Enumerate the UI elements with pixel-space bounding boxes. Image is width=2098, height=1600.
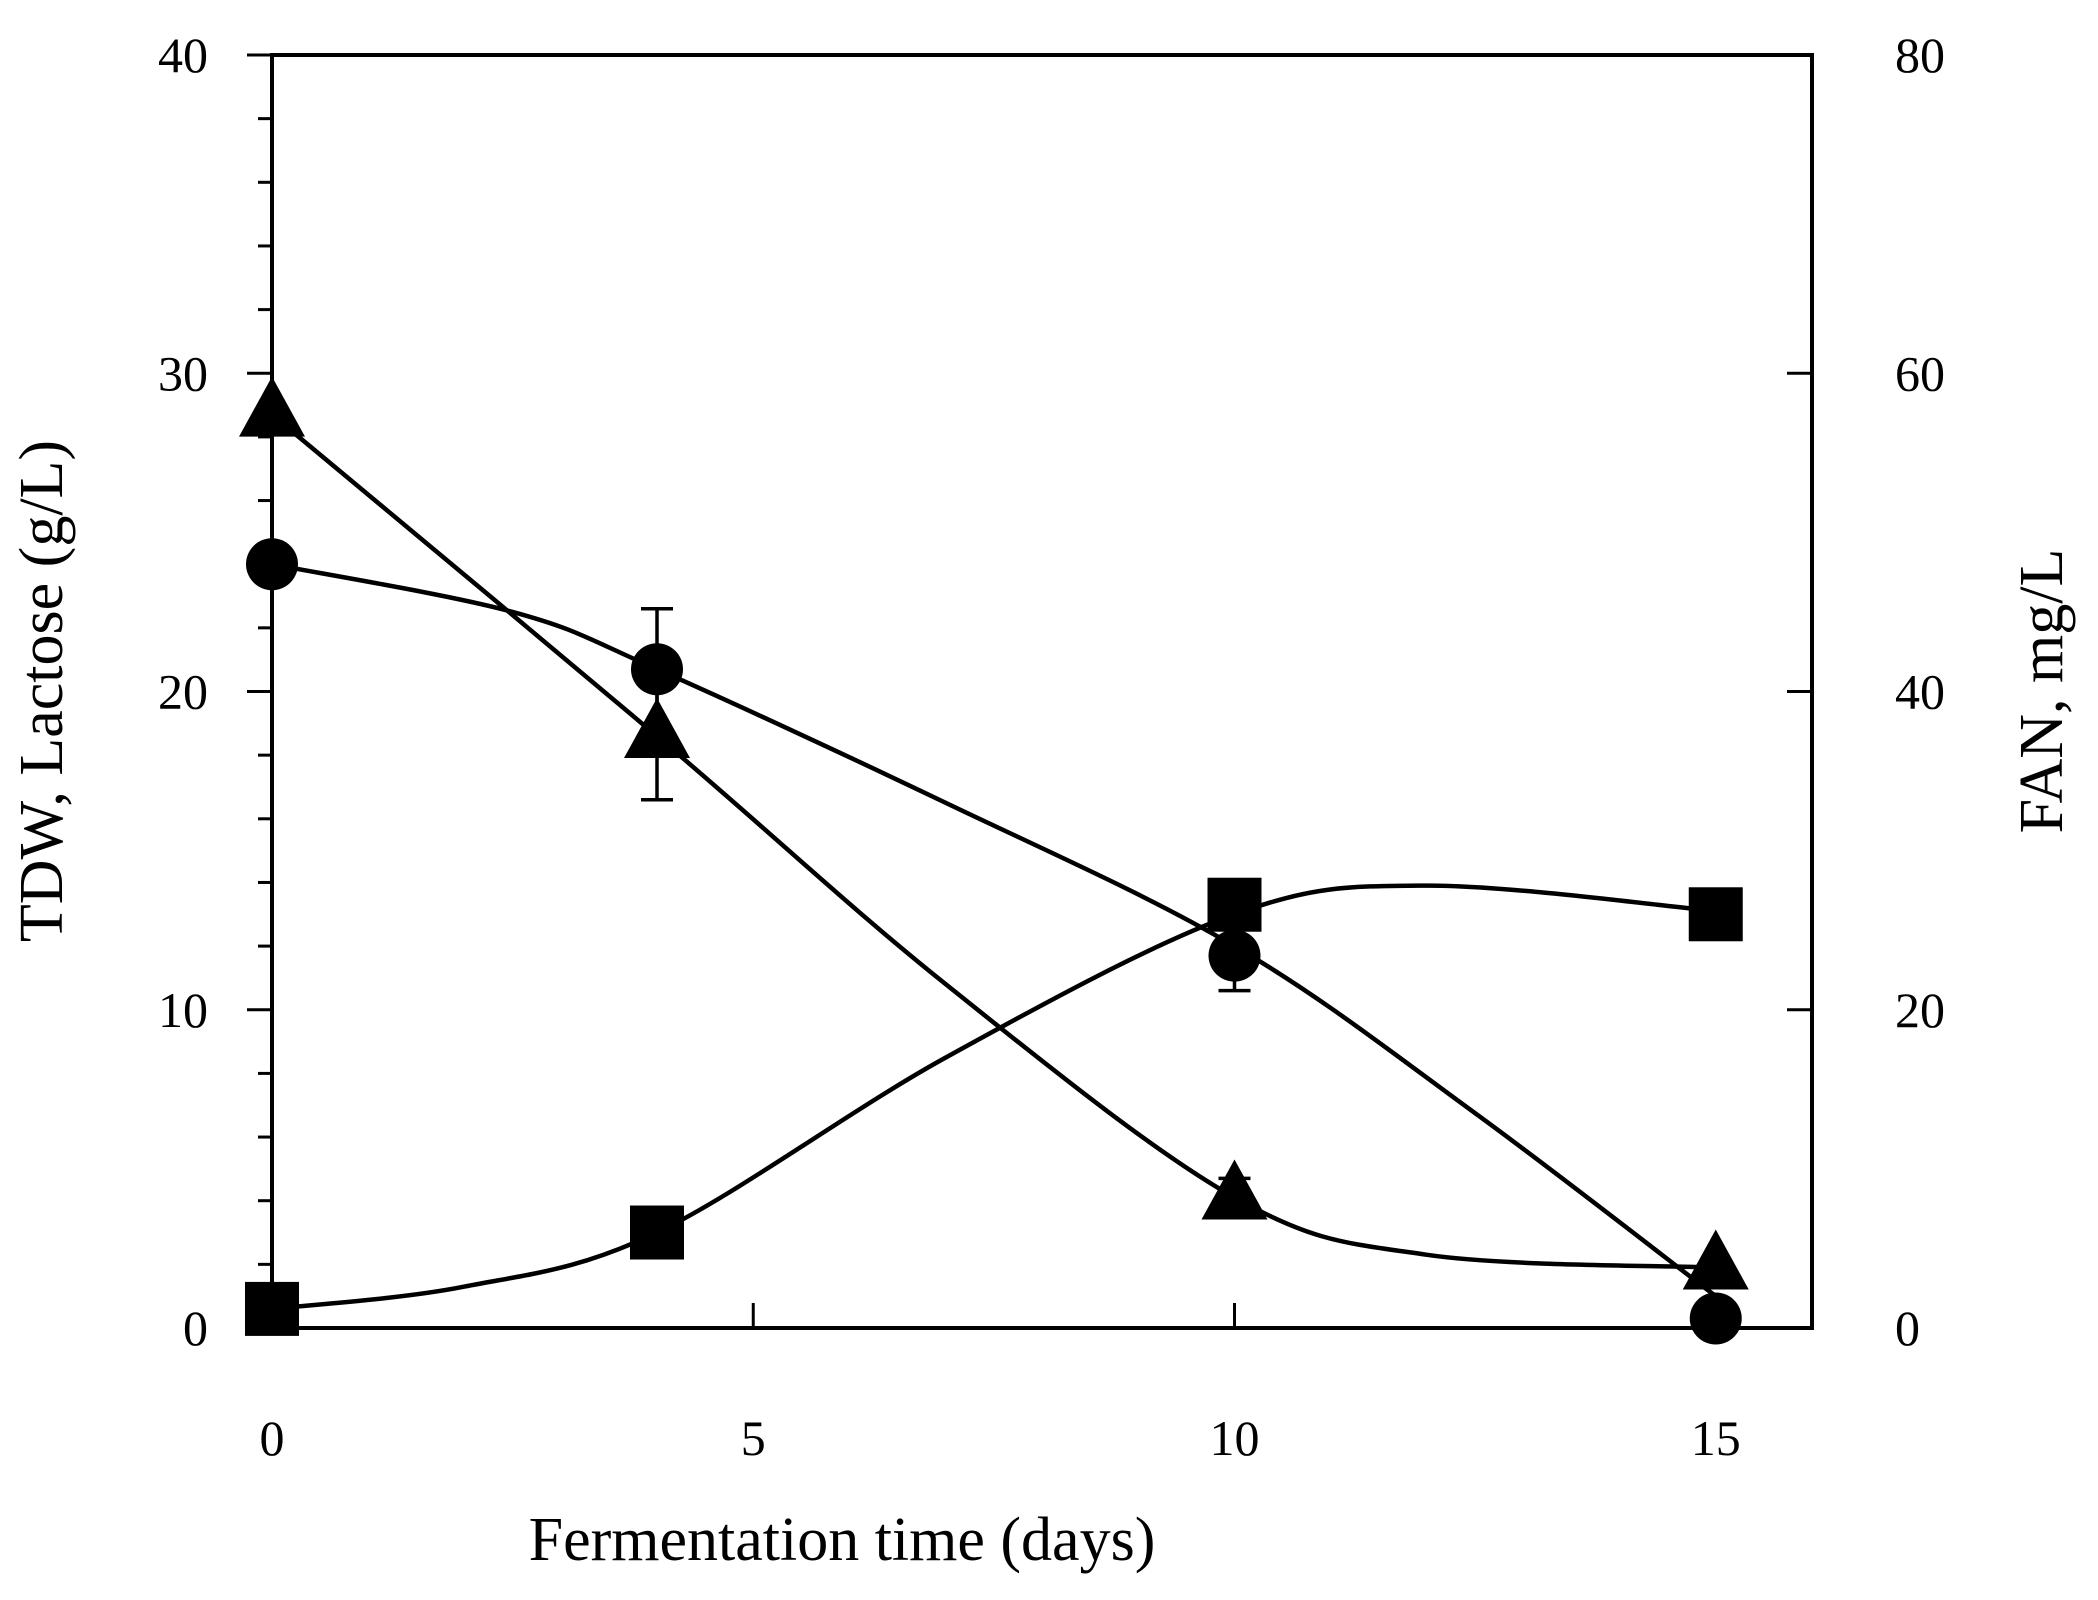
series-line-circle [271,561,1718,1298]
y-left-tick-label: 0 [183,1300,208,1356]
y-left-tick-label: 20 [158,664,208,720]
data-point-circle [1689,1292,1742,1345]
x-tick-label: 5 [741,1410,766,1466]
y-right-tick-label: 40 [1895,664,1945,720]
data-point-square [245,1281,299,1336]
y-right-tick-label: 20 [1895,982,1945,1038]
y-right-tick-label: 60 [1895,345,1945,401]
error-bars [641,607,1251,1219]
data-point-triangle [239,376,305,437]
y-right-tick-label: 0 [1895,1300,1920,1356]
data-point-square [1207,877,1262,932]
x-axis-title: Fermentation time (days) [529,1506,1156,1574]
markers [239,376,1749,1345]
curves [270,412,1718,1312]
y-axis-left-title: TDW, Lactose (g/L) [8,440,76,942]
y-right-tick-label: 80 [1895,27,1945,83]
data-point-square [1688,887,1743,942]
x-tick-label: 10 [1210,1410,1260,1466]
y-left-tick-label: 40 [158,27,208,83]
ticks [247,53,1812,1330]
y-left-tick-label: 30 [158,345,208,401]
y-axis-right-title: FAN, mg/L [2008,549,2076,834]
series-line-square [271,883,1717,1312]
data-point-triangle [624,698,690,759]
series-line-triangle [270,412,1716,1270]
x-tick-label: 15 [1691,1410,1741,1466]
data-point-circle [246,538,298,591]
data-point-triangle [1682,1229,1749,1290]
data-point-square [630,1205,684,1260]
x-tick-label: 0 [260,1410,285,1466]
data-point-triangle [1201,1159,1268,1220]
data-point-circle [631,643,683,696]
y-left-tick-label: 10 [158,982,208,1038]
tick-labels: 0 10 20 30 40 0 20 40 60 80 0 5 10 15 [158,27,1945,1466]
data-point-circle [1208,929,1261,982]
plot-frame [270,53,1814,1330]
